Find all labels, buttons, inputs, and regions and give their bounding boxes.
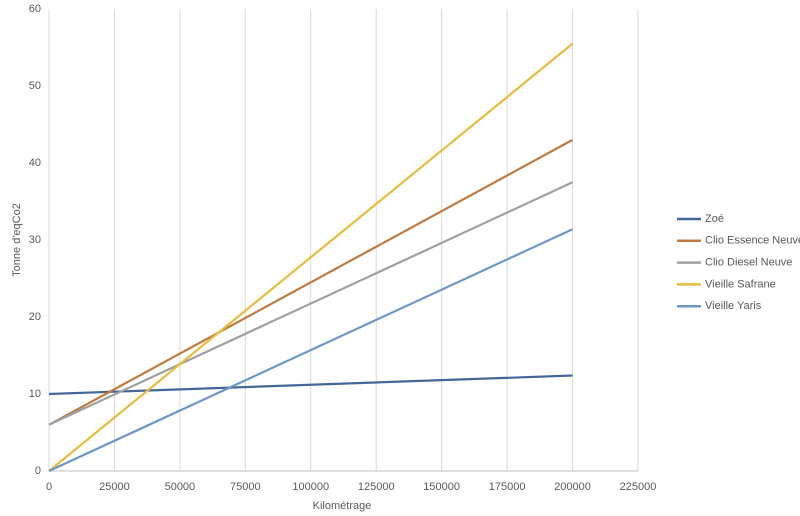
- x-tick-label: 225000: [620, 481, 657, 493]
- x-tick-label: 175000: [489, 481, 526, 493]
- x-tick-label: 25000: [99, 481, 130, 493]
- x-tick-label: 75000: [230, 481, 261, 493]
- y-tick-label: 0: [35, 465, 41, 477]
- y-tick-label: 50: [29, 80, 41, 92]
- legend-label: Vieille Safrane: [705, 278, 776, 290]
- series-line: [48, 374, 573, 396]
- series-line: [48, 181, 574, 426]
- y-tick-label: 10: [29, 388, 41, 400]
- x-tick-label: 100000: [292, 481, 329, 493]
- x-tick-label: 50000: [165, 481, 196, 493]
- series-line: [48, 42, 574, 472]
- series-line: [48, 138, 574, 426]
- x-tick-label: 0: [46, 481, 52, 493]
- x-tick-label: 150000: [423, 481, 460, 493]
- series-line: [48, 228, 574, 472]
- y-tick-label: 30: [29, 234, 41, 246]
- legend-label: Clio Diesel Neuve: [705, 257, 792, 269]
- legend-label: Vieille Yaris: [705, 300, 762, 312]
- x-axis-title: Kilométrage: [313, 500, 372, 512]
- y-axis-title: Tonne d'eqCo2: [11, 203, 23, 277]
- y-tick-label: 60: [29, 3, 41, 15]
- y-tick-label: 20: [29, 311, 41, 323]
- x-tick-label: 125000: [358, 481, 395, 493]
- legend-label: Zoé: [705, 213, 724, 225]
- y-tick-label: 40: [29, 157, 41, 169]
- x-tick-label: 200000: [554, 481, 591, 493]
- legend-label: Clio Essence Neuve: [705, 235, 800, 247]
